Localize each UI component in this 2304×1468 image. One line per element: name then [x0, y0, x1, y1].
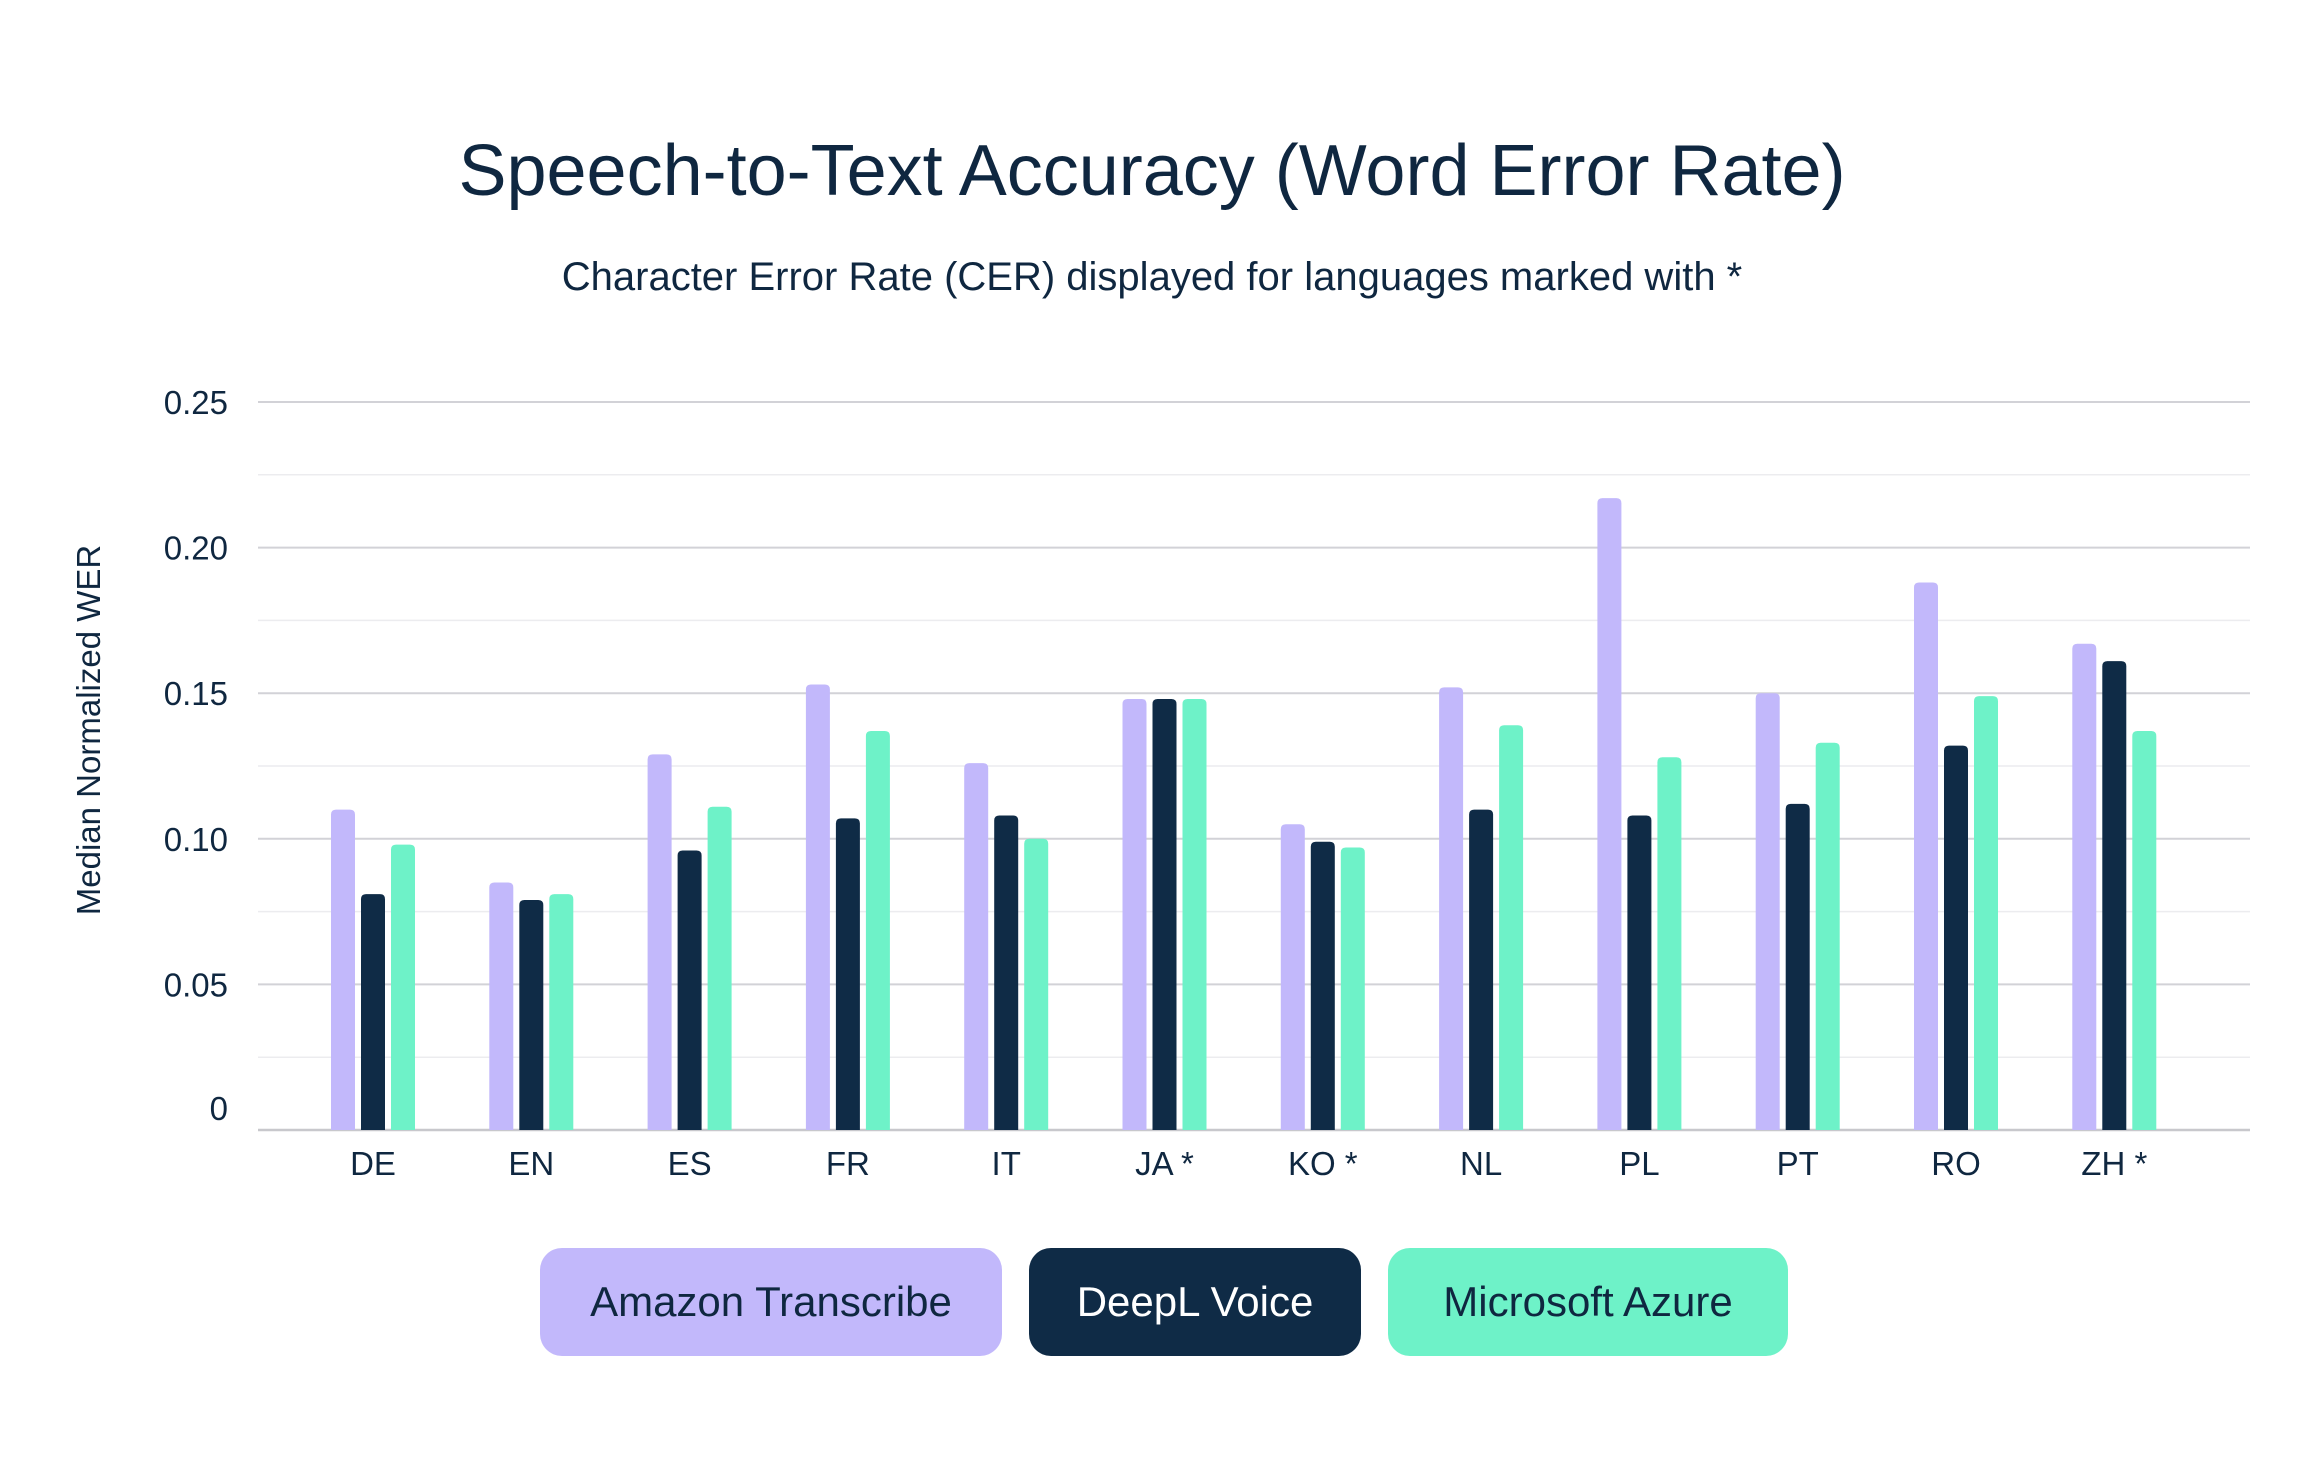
bar-amazon-transcribe	[1597, 498, 1622, 1130]
y-axis-ticks: 0 0.05 0.10 0.15 0.20 0.25	[164, 384, 228, 1127]
bar-microsoft-azure	[1182, 699, 1207, 1130]
bar-amazon-transcribe	[1439, 687, 1464, 1130]
bar-deepl-voice	[994, 815, 1019, 1130]
x-tick-label: DE	[350, 1145, 396, 1182]
x-tick-label: RO	[1931, 1145, 1981, 1182]
bar-deepl-voice	[1469, 809, 1494, 1130]
bar-amazon-transcribe	[1755, 693, 1780, 1130]
x-tick-label: EN	[508, 1145, 554, 1182]
bar-amazon-transcribe	[647, 754, 672, 1130]
bar-microsoft-azure	[2132, 731, 2157, 1130]
bar-amazon-transcribe	[489, 882, 514, 1130]
legend-item-deepl-voice[interactable]: DeepL Voice	[1029, 1248, 1361, 1356]
bar-microsoft-azure	[1499, 725, 1524, 1130]
x-tick-label: PT	[1777, 1145, 1819, 1182]
bar-deepl-voice	[835, 818, 860, 1130]
x-tick-label: PL	[1619, 1145, 1659, 1182]
bar-amazon-transcribe	[1280, 824, 1305, 1130]
x-tick-label: KO *	[1288, 1145, 1358, 1182]
bar-microsoft-azure	[1657, 757, 1682, 1130]
bar-deepl-voice	[1785, 803, 1810, 1130]
bar-amazon-transcribe	[1122, 699, 1147, 1130]
bar-deepl-voice	[361, 894, 385, 1130]
y-axis-label: Median Normalized WER	[70, 545, 107, 915]
y-tick-label: 0	[210, 1090, 228, 1127]
x-axis-ticks: DE EN ES FR IT JA * KO * NL PL PT RO ZH *	[350, 1145, 2147, 1182]
bar-microsoft-azure	[1815, 742, 1840, 1130]
y-tick-label: 0.20	[164, 530, 228, 567]
bar-microsoft-azure	[707, 806, 732, 1130]
legend-item-microsoft-azure[interactable]: Microsoft Azure	[1388, 1248, 1788, 1356]
bar-amazon-transcribe	[2072, 643, 2097, 1130]
bar-amazon-transcribe	[1914, 582, 1938, 1130]
y-tick-label: 0.25	[164, 384, 228, 421]
bar-deepl-voice	[2102, 661, 2127, 1130]
bar-amazon-transcribe	[331, 809, 355, 1130]
bar-microsoft-azure	[391, 844, 415, 1130]
bar-deepl-voice	[1944, 745, 1968, 1130]
bars	[331, 498, 2157, 1130]
x-tick-label: FR	[826, 1145, 870, 1182]
bar-deepl-voice	[519, 899, 544, 1130]
bar-deepl-voice	[1627, 815, 1652, 1130]
bar-deepl-voice	[1310, 841, 1335, 1130]
bar-amazon-transcribe	[805, 684, 830, 1130]
bar-microsoft-azure	[549, 894, 574, 1130]
y-tick-label: 0.10	[164, 821, 228, 858]
bar-microsoft-azure	[1974, 696, 1998, 1130]
bar-microsoft-azure	[1024, 838, 1049, 1130]
x-tick-label: JA *	[1135, 1145, 1194, 1182]
x-tick-label: NL	[1460, 1145, 1502, 1182]
x-tick-label: ZH *	[2081, 1145, 2147, 1182]
chart-title: Speech-to-Text Accuracy (Word Error Rate…	[458, 131, 1845, 211]
bar-microsoft-azure	[865, 731, 890, 1130]
x-tick-label: ES	[668, 1145, 712, 1182]
bar-deepl-voice	[677, 850, 702, 1130]
bar-microsoft-azure	[1340, 847, 1365, 1130]
legend-item-amazon-transcribe[interactable]: Amazon Transcribe	[540, 1248, 1002, 1356]
y-tick-label: 0.05	[164, 966, 228, 1003]
y-tick-label: 0.15	[164, 675, 228, 712]
bar-deepl-voice	[1152, 699, 1177, 1130]
chart-subtitle: Character Error Rate (CER) displayed for…	[562, 255, 1743, 299]
bar-amazon-transcribe	[964, 763, 989, 1130]
x-tick-label: IT	[992, 1145, 1021, 1182]
